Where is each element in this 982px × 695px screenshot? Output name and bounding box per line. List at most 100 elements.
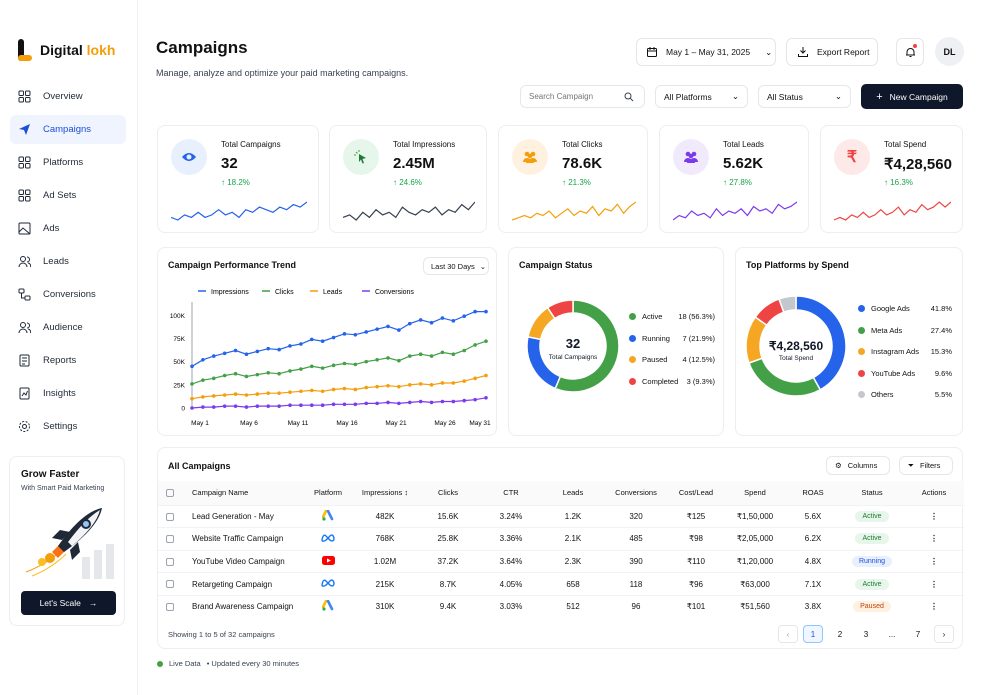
grid-icon: [18, 90, 31, 103]
page-2-button[interactable]: 2: [837, 629, 843, 639]
data-point: [320, 339, 325, 344]
cell-conversions: 390: [604, 549, 668, 573]
page-1-button[interactable]: 1: [803, 625, 823, 643]
sidebar-item-label: Leads: [43, 256, 69, 267]
data-point: [309, 388, 314, 393]
cell-leads: 512: [542, 594, 604, 618]
arrow-up-icon: ↑: [884, 178, 891, 187]
platform-filter-select[interactable]: All Platforms ⌄: [655, 85, 748, 108]
row-actions-button[interactable]: ⋮: [904, 572, 964, 596]
campaign-name[interactable]: Lead Generation - May: [182, 504, 302, 528]
legend-value: 9.6%: [934, 368, 952, 378]
kpi-card-total-impressions[interactable]: Total Impressions 2.45M ↑ 24.6%: [329, 125, 487, 233]
gear-icon: ⚙: [835, 461, 842, 470]
status-badge: Running: [851, 555, 893, 567]
sidebar-item-audience[interactable]: Audience: [10, 313, 126, 342]
cell-clicks: 15.6K: [416, 504, 480, 528]
chevron-left-icon: ‹: [786, 629, 790, 639]
cell-ctr: 3.03%: [480, 594, 542, 618]
sidebar-item-insights[interactable]: Insights: [10, 379, 126, 408]
row-actions-button[interactable]: ⋮: [904, 504, 964, 528]
data-point: [277, 347, 281, 352]
sidebar-item-overview[interactable]: Overview: [10, 82, 126, 111]
data-point: [364, 401, 369, 406]
y-tick-label: 0: [181, 406, 185, 413]
chevron-down-icon: ⌄: [731, 91, 739, 101]
platforms-center-label: Total Spend: [778, 355, 814, 362]
data-point: [375, 384, 379, 389]
table-row[interactable]: Lead Generation - May 482K 15.6K 3.24% 1.2K…: [158, 504, 964, 528]
campaign-name[interactable]: Brand Awareness Campaign: [182, 594, 302, 618]
lets-scale-button[interactable]: Let's Scale →: [21, 591, 116, 615]
page-3-button[interactable]: 3: [863, 629, 869, 639]
data-point: [407, 383, 412, 387]
trend-range-select[interactable]: Last 30 Days ⌄: [423, 257, 489, 275]
status-badge: Active: [855, 533, 889, 545]
filters-button[interactable]: ⏷ Filters: [899, 456, 953, 475]
cell-conversions: 485: [604, 527, 668, 551]
table-row[interactable]: YouTube Video Campaign 1.02M 37.2K 3.64% 2.…: [158, 549, 964, 573]
kpi-card-total-leads[interactable]: Total Leads 5.62K ↑ 27.8%: [659, 125, 809, 233]
sidebar-item-reports[interactable]: Reports: [10, 346, 126, 375]
data-point: [320, 403, 325, 408]
cell-impressions: 310K: [354, 594, 416, 618]
table-row[interactable]: Website Traffic Campaign 768K 25.8K 3.36% 2…: [158, 527, 964, 551]
sidebar-item-campaigns[interactable]: Campaigns: [10, 115, 126, 144]
row-checkbox[interactable]: [166, 535, 174, 544]
prev-page-button[interactable]: ‹: [778, 625, 798, 643]
legend-dot: [858, 305, 865, 312]
status-filter-select[interactable]: All Status ⌄: [758, 85, 851, 108]
data-point: [353, 402, 358, 407]
table-row[interactable]: Retargeting Campaign 215K 8.7K 4.05% 658 118…: [158, 572, 964, 596]
legend-label: Paused: [642, 355, 668, 364]
sidebar-item-ads[interactable]: Ads: [10, 214, 126, 243]
cell-conversions: 96: [604, 594, 668, 618]
avatar[interactable]: DL: [935, 37, 964, 66]
table-row[interactable]: Brand Awareness Campaign 310K 9.4K 3.03% 51…: [158, 594, 964, 618]
columns-button[interactable]: ⚙ Columns: [826, 456, 890, 475]
row-checkbox[interactable]: [166, 603, 174, 612]
kpi-card-total-campaigns[interactable]: Total Campaigns 32 ↑ 18.2%: [157, 125, 319, 233]
data-point: [266, 391, 271, 395]
sidebar-item-ad-sets[interactable]: Ad Sets: [10, 181, 126, 210]
trend-title: Campaign Performance Trend: [168, 260, 297, 270]
kpi-card-total-spend[interactable]: ₹ Total Spend ₹4,28,560 ↑ 16.3%: [820, 125, 963, 233]
row-checkbox[interactable]: [166, 580, 174, 589]
data-point: [233, 392, 238, 396]
notifications-button[interactable]: [896, 38, 924, 66]
data-point: [397, 328, 401, 332]
brand-logo[interactable]: Digital lokh: [16, 38, 115, 62]
row-actions-button[interactable]: ⋮: [904, 527, 964, 551]
sidebar-item-settings[interactable]: Settings: [10, 412, 126, 441]
data-point: [255, 404, 260, 408]
column-header: Cost/Lead: [668, 481, 724, 505]
campaign-name[interactable]: YouTube Video Campaign: [182, 549, 302, 573]
legend-label: Conversions: [375, 289, 414, 296]
search-icon[interactable]: [624, 92, 634, 102]
export-report-button[interactable]: Export Report: [786, 38, 878, 66]
kpi-card-total-clicks[interactable]: Total Clicks 78.6K ↑ 21.3%: [498, 125, 648, 233]
cell-ctr: 3.36%: [480, 527, 542, 551]
search-input[interactable]: [529, 92, 624, 101]
sidebar-item-leads[interactable]: Leads: [10, 247, 126, 276]
next-page-button[interactable]: ›: [934, 625, 954, 643]
legend-value: 27.4%: [930, 325, 952, 335]
data-point: [484, 339, 488, 344]
select-all-checkbox[interactable]: [166, 489, 174, 498]
sidebar-item-conversions[interactable]: Conversions: [10, 280, 126, 309]
new-campaign-button[interactable]: + New Campaign: [861, 84, 963, 109]
campaign-name[interactable]: Retargeting Campaign: [182, 572, 302, 596]
data-point: [418, 318, 423, 322]
row-actions-button[interactable]: ⋮: [904, 549, 964, 573]
row-actions-button[interactable]: ⋮: [904, 594, 964, 618]
row-checkbox[interactable]: [166, 557, 174, 566]
date-range-picker[interactable]: May 1 – May 31, 2025 ⌄: [636, 38, 776, 66]
campaign-name[interactable]: Website Traffic Campaign: [182, 527, 302, 551]
page-7-button[interactable]: 7: [915, 629, 921, 639]
legend-value: 18 (56.3%): [678, 312, 715, 321]
sidebar-item-platforms[interactable]: Platforms: [10, 148, 126, 177]
row-checkbox[interactable]: [166, 512, 174, 521]
search-box[interactable]: [520, 85, 645, 108]
column-header[interactable]: Impressions ↕: [354, 481, 416, 505]
promo-subtitle: With Smart Paid Marketing: [21, 485, 105, 492]
